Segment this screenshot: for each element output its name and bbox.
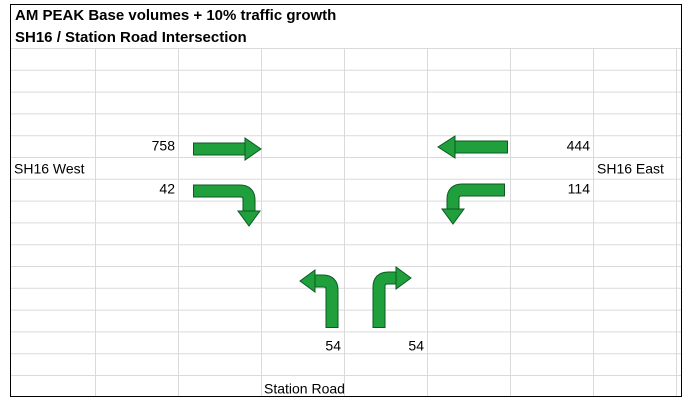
west-label: SH16 West [14,161,85,177]
arrow-nb-right [372,266,412,328]
volume: 42 [159,181,175,197]
arrow-eb-through [193,137,262,161]
volume: 758 [152,138,176,154]
east-label: SH16 East [597,161,664,177]
subtitle: SH16 / Station Road Intersection [15,29,247,46]
arrow-nb-left [299,269,339,328]
volume: 54 [408,338,424,354]
volume: 54 [325,338,341,354]
south-label: Station Road [264,381,345,397]
volume: 114 [568,181,591,197]
title: AM PEAK Base volumes + 10% traffic growt… [15,7,336,24]
border [10,4,682,397]
arrow-wb-left [441,183,505,225]
arrow-eb-right [193,184,261,227]
volume: 444 [567,138,591,154]
cell-grid [11,48,681,396]
arrow-wb-through [437,135,508,159]
